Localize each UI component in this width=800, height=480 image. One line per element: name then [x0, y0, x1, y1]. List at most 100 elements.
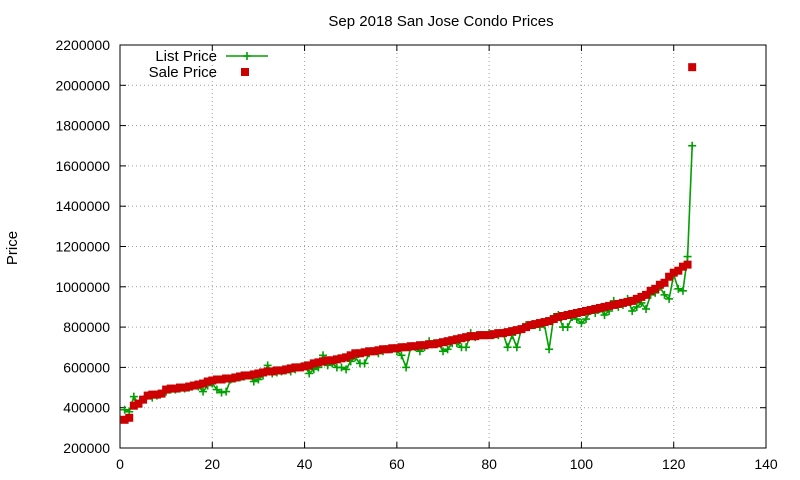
- sale-price-point: [669, 268, 678, 277]
- x-tick-label: 60: [389, 456, 405, 472]
- list-price-point: [600, 311, 609, 320]
- sale-price-point: [175, 383, 184, 392]
- sale-price-point: [568, 310, 577, 319]
- list-price-point: [683, 252, 692, 261]
- sale-price-point: [235, 372, 244, 381]
- list-price-point: [660, 290, 669, 299]
- list-price-point: [577, 319, 586, 328]
- sale-price-point: [452, 335, 461, 344]
- sale-price-point: [618, 298, 627, 307]
- legend-symbol-sale-price: [241, 68, 249, 76]
- sale-price-point: [217, 375, 226, 384]
- sale-price-point: [203, 377, 212, 386]
- list-price-point: [397, 351, 406, 360]
- list-price-point: [337, 363, 346, 372]
- sale-price-point: [342, 353, 351, 362]
- y-tick-label: 1400000: [55, 198, 110, 214]
- sale-price-point: [466, 332, 475, 341]
- sale-price-point: [586, 305, 595, 314]
- list-price-point: [439, 347, 447, 356]
- sale-price-point: [406, 342, 415, 351]
- sale-price-point: [189, 381, 198, 390]
- sale-price-point: [609, 300, 618, 309]
- list-price-point: [120, 405, 129, 414]
- sale-price-point: [249, 370, 258, 379]
- y-tick-label: 1600000: [55, 158, 110, 174]
- sale-price-point: [434, 339, 443, 348]
- sale-price-point: [379, 345, 388, 354]
- sale-price-point: [443, 337, 452, 346]
- axes: [119, 44, 767, 449]
- sale-price-point: [683, 260, 692, 269]
- sale-price-point: [545, 317, 554, 326]
- sale-price-point: [531, 320, 540, 329]
- sale-price-point: [152, 390, 161, 399]
- sale-price-point: [480, 331, 489, 340]
- sale-price-point: [614, 299, 623, 308]
- sale-price-point: [282, 365, 291, 374]
- x-tick-label: 140: [754, 456, 778, 472]
- sale-price-point: [254, 369, 263, 378]
- list-price-point: [129, 392, 138, 401]
- sale-price-point: [194, 380, 203, 389]
- list-price-point: [632, 302, 641, 311]
- list-price-line: [124, 145, 693, 413]
- y-tick-label: 2000000: [55, 77, 110, 93]
- list-price-point: [678, 286, 687, 295]
- y-tick-label: 1800000: [55, 118, 110, 134]
- sale-price-point: [392, 344, 401, 353]
- sale-price-point: [688, 63, 697, 72]
- sale-price-point: [448, 336, 457, 345]
- sale-price-point: [651, 284, 660, 293]
- sale-price-point: [439, 338, 447, 347]
- y-tick-label: 2200000: [55, 37, 110, 53]
- sale-price-point: [605, 301, 614, 310]
- sale-price-point: [157, 389, 166, 398]
- sale-price-point: [485, 331, 494, 340]
- x-tick-label: 100: [570, 456, 594, 472]
- list-price-point: [212, 385, 221, 394]
- list-price-point: [342, 365, 351, 374]
- list-price-point: [582, 315, 591, 324]
- sale-price-point: [665, 272, 674, 281]
- legend-square-marker: [241, 68, 249, 76]
- x-tick-label: 120: [662, 456, 686, 472]
- sale-price-point: [355, 349, 364, 358]
- sale-price-point: [642, 290, 651, 299]
- sale-price-point: [388, 344, 397, 353]
- sale-price-point: [498, 329, 507, 338]
- list-price-point: [360, 359, 369, 368]
- sale-price-point: [429, 340, 438, 349]
- y-tick-label: 800000: [63, 319, 110, 335]
- sale-price-point: [554, 313, 563, 322]
- list-price-point: [199, 387, 208, 396]
- list-price-point: [462, 343, 471, 352]
- sale-price-point: [346, 351, 355, 360]
- x-tick-label: 0: [116, 456, 124, 472]
- sale-price-point: [628, 296, 637, 305]
- sale-price-point: [134, 399, 143, 408]
- sale-price-point: [277, 366, 286, 375]
- sale-price-point: [185, 382, 194, 391]
- y-tick-label: 400000: [63, 400, 110, 416]
- sale-price-point: [305, 361, 314, 370]
- sale-price-point: [637, 292, 646, 301]
- sale-price-point: [494, 329, 503, 338]
- y-tick-label: 200000: [63, 440, 110, 456]
- sale-price-point: [411, 342, 420, 351]
- x-tick-label: 80: [481, 456, 497, 472]
- sale-price-point: [245, 371, 254, 380]
- sale-price-point: [143, 391, 152, 400]
- list-price-point: [563, 323, 572, 332]
- sale-price-point: [212, 375, 221, 384]
- sale-price-point: [655, 280, 664, 289]
- sale-price-point: [208, 376, 217, 385]
- sale-price-point: [369, 347, 378, 356]
- legend: List Price Sale Price: [149, 48, 268, 81]
- sale-price-point: [199, 379, 208, 388]
- sale-price-point: [600, 302, 609, 311]
- sale-price-point: [332, 355, 341, 364]
- sale-price-point: [231, 373, 240, 382]
- sale-price-point: [549, 315, 558, 324]
